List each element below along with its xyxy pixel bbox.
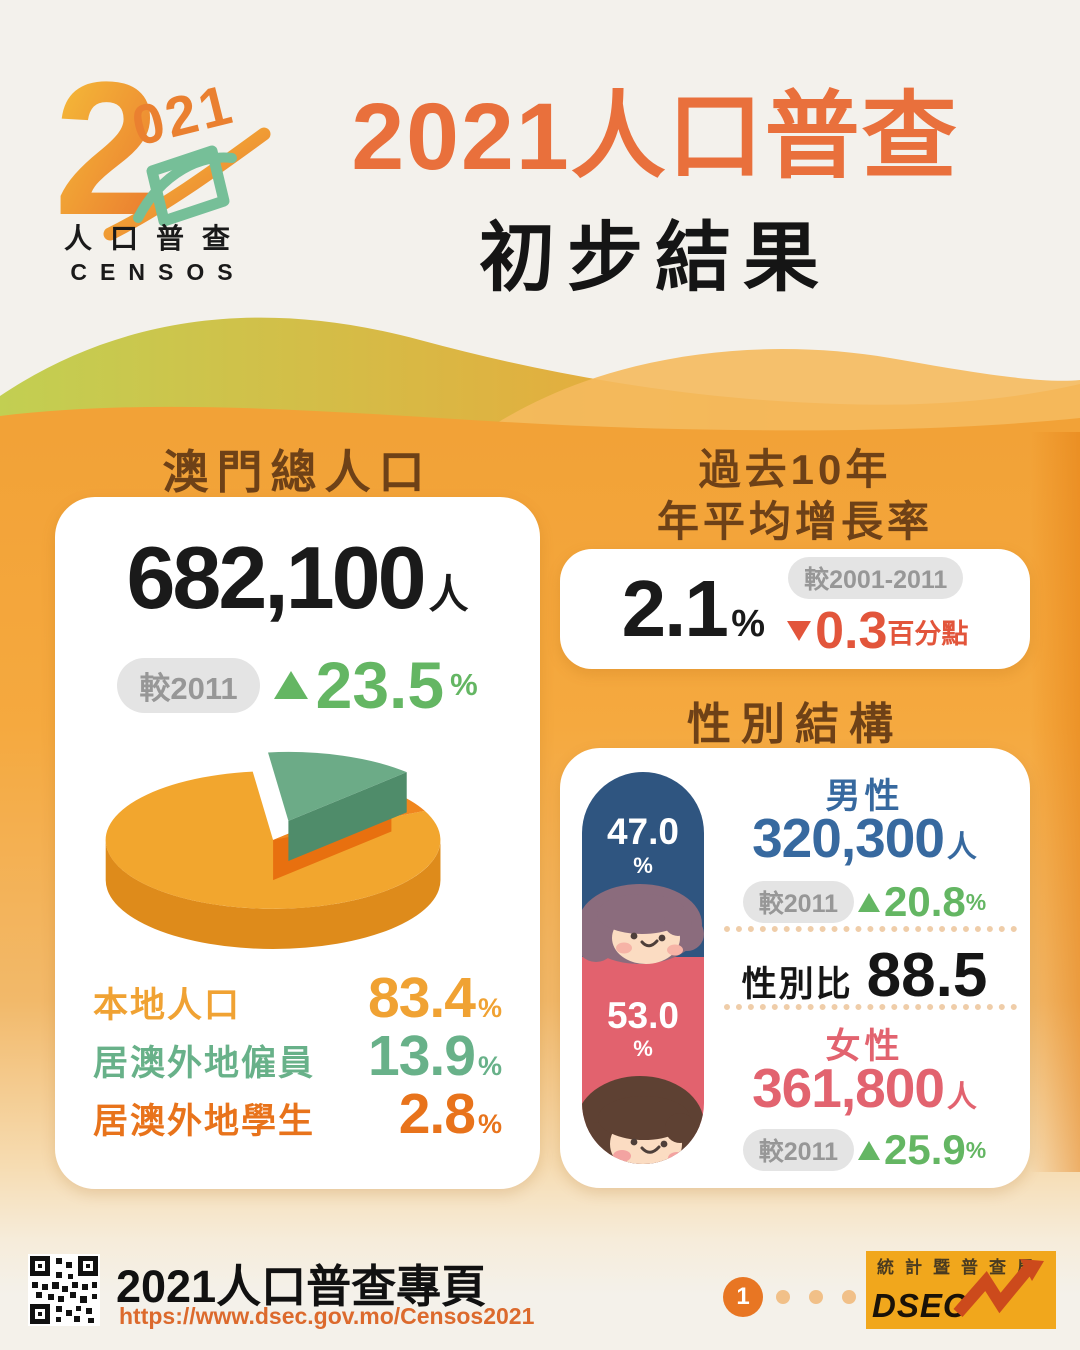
page-indicator-active: 1	[723, 1277, 763, 1317]
dotted-divider	[724, 926, 1017, 932]
legend-value: 83.4	[368, 966, 476, 1030]
dsec-logo: 統計暨普查局 DSEC	[866, 1251, 1056, 1329]
legend-unit: %	[477, 993, 502, 1023]
growth-unit: %	[731, 603, 766, 645]
growth-value-group: 2.1 %	[622, 563, 765, 655]
footer-url-link[interactable]: https://www.dsec.gov.mo/Censos2021	[119, 1303, 535, 1329]
female-change-unit: %	[965, 1136, 987, 1163]
female-change-value: 25.9	[884, 1126, 966, 1173]
triangle-up-icon	[273, 671, 308, 699]
legend-label: 本地人口	[93, 986, 242, 1025]
logo-latin-label: CENSOS	[70, 259, 245, 285]
male-pct-unit: %	[633, 853, 653, 878]
logo-cjk-label: 人口普查	[64, 223, 248, 254]
total-population-card: 682,100 人 較2011 23.5 % 本地人口 83.4%	[55, 497, 540, 1189]
sex-ratio-label: 性別比	[741, 965, 853, 1004]
wave-decoration	[0, 317, 1080, 434]
triangle-down-icon	[787, 621, 812, 641]
page-indicator-dot	[842, 1290, 856, 1304]
growth-value: 2.1	[621, 564, 729, 653]
logo-green-glyph	[146, 145, 230, 227]
legend-value-group: 2.8%	[399, 1081, 502, 1147]
page-indicator-dot	[809, 1290, 823, 1304]
sex-ratio-row: 性別比 88.5	[712, 940, 1017, 1011]
total-population-unit: 人	[428, 573, 469, 617]
dotted-divider	[724, 1004, 1017, 1010]
legend-value: 13.9	[368, 1024, 476, 1088]
dsec-logo-cjk: 統計暨普查局	[877, 1257, 1045, 1277]
male-face-icon	[582, 884, 704, 964]
male-pct-value: 47.0	[607, 811, 679, 852]
male-change-row: 較2011 20.8 %	[712, 878, 1017, 926]
gender-card: 47.0 % 53.0 % 男性 320,300 人 較2011 20.8 % 性…	[560, 748, 1030, 1188]
triangle-up-icon	[858, 1140, 881, 1160]
male-label: 男性	[825, 777, 904, 816]
total-change-row: 較2011 23.5 %	[55, 647, 540, 723]
growth-change-value: 0.3	[815, 602, 888, 660]
gender-stats: 男性 320,300 人 較2011 20.8 % 性別比 88.5 女性 361,…	[712, 748, 1017, 1188]
growth-card: 2.1 % 較2001-2011 0.3 百分點	[560, 549, 1030, 669]
growth-heading-line1: 過去10年	[698, 446, 892, 493]
female-face-icon	[582, 1076, 704, 1164]
dsec-logo-name: DSEC	[872, 1287, 968, 1324]
right-edge-shade	[1030, 432, 1080, 1172]
page-title: 2021人口普查	[351, 84, 959, 190]
footer-page-title: 2021人口普查專頁	[116, 1261, 487, 1312]
legend-unit: %	[477, 1109, 502, 1139]
female-count-row: 361,800 人	[712, 1056, 1017, 1120]
pie-slice-local	[105, 771, 441, 909]
total-population-value: 682,100	[126, 528, 426, 627]
legend-row-local: 本地人口 83.4%	[93, 965, 502, 1030]
census-2021-logo: 2 021 人口普查 CENSOS	[54, 46, 271, 285]
sex-ratio-value: 88.5	[866, 941, 988, 1010]
pie-legend: 本地人口 83.4% 居澳外地僱員 13.9% 居澳外地學生 2.8%	[93, 965, 502, 1146]
total-population-row: 682,100 人	[55, 527, 540, 629]
triangle-up-icon	[858, 892, 881, 912]
male-count-row: 320,300 人	[712, 806, 1017, 870]
gender-heading: 性別結構	[687, 700, 903, 749]
compare-2011-badge: 較2011	[742, 1129, 855, 1171]
pie-workers-side	[288, 772, 407, 862]
gender-capsule-chart: 47.0 % 53.0 %	[582, 772, 704, 1164]
population-pie-chart	[105, 751, 441, 949]
logo-green-swoosh	[133, 152, 237, 223]
qr-code	[28, 1254, 100, 1326]
legend-unit: %	[477, 1051, 502, 1081]
growth-change-unit: 百分點	[887, 618, 969, 649]
growth-heading-line2: 年平均增長率	[656, 498, 933, 545]
female-change-row: 較2011 25.9 %	[712, 1126, 1017, 1174]
pie-local-side	[105, 839, 441, 949]
male-count-unit: 人	[946, 831, 977, 864]
legend-row-workers: 居澳外地僱員 13.9%	[93, 1023, 502, 1088]
female-label: 女性	[825, 1027, 904, 1066]
dsec-zigzag-arrowhead	[1020, 1259, 1044, 1281]
page-subtitle: 初步結果	[479, 216, 831, 301]
legend-value-group: 13.9%	[368, 1023, 502, 1089]
male-change-value: 20.8	[884, 878, 966, 925]
legend-label: 居澳外地學生	[93, 1102, 316, 1141]
growth-compare-group: 較2001-2011 0.3 百分點	[783, 557, 968, 661]
total-population-heading: 澳門總人口	[162, 446, 433, 498]
total-change-unit: %	[450, 667, 478, 702]
female-count-unit: 人	[946, 1081, 977, 1114]
legend-value: 2.8	[398, 1082, 476, 1146]
dsec-zigzag-icon	[953, 1265, 1033, 1317]
compare-2011-badge: 較2011	[117, 657, 260, 713]
growth-change-row: 0.3 百分點	[783, 601, 968, 661]
male-change-unit: %	[965, 888, 987, 915]
compare-2011-badge: 較2011	[742, 881, 855, 923]
legend-row-students: 居澳外地學生 2.8%	[93, 1081, 502, 1146]
female-count: 361,800	[752, 1057, 945, 1119]
pie-slice-workers	[268, 751, 407, 821]
male-count: 320,300	[752, 807, 945, 869]
page-indicator-dot	[776, 1290, 790, 1304]
logo-swoosh	[103, 127, 271, 241]
female-pct-value: 53.0	[607, 995, 679, 1036]
legend-value-group: 83.4%	[368, 965, 502, 1031]
total-change-value: 23.5	[315, 648, 445, 722]
legend-label: 居澳外地僱員	[93, 1044, 316, 1083]
female-pct-unit: %	[633, 1036, 653, 1061]
compare-2001-2011-badge: 較2001-2011	[788, 557, 964, 599]
